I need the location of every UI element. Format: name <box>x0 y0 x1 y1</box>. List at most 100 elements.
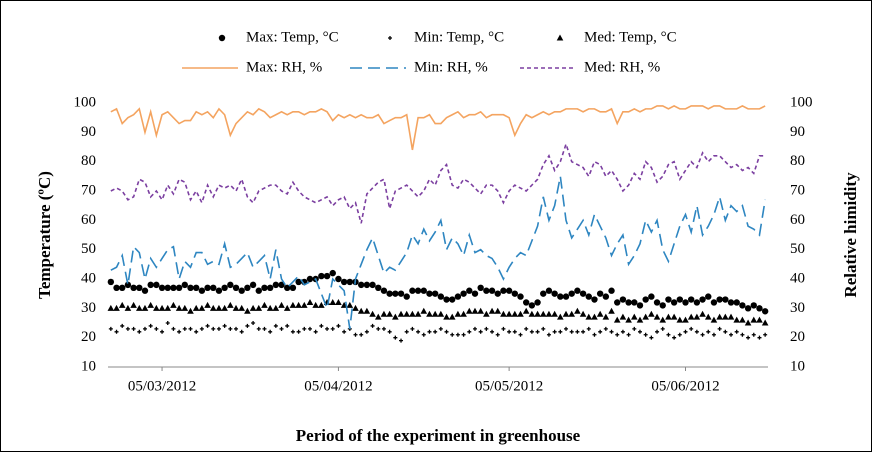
data-point <box>381 326 386 331</box>
data-point <box>540 290 547 297</box>
data-point <box>591 296 598 303</box>
data-point <box>609 329 614 334</box>
data-point <box>454 310 462 317</box>
data-point <box>209 304 217 311</box>
data-point <box>750 302 757 309</box>
data-point <box>205 323 210 328</box>
data-point <box>488 287 496 294</box>
y-tick-label: 20 <box>81 329 96 345</box>
data-point <box>450 332 455 337</box>
data-point <box>295 301 302 308</box>
data-point <box>484 326 489 331</box>
data-point <box>746 335 751 340</box>
data-point <box>374 313 382 320</box>
data-point <box>751 332 756 337</box>
data-point <box>302 326 307 331</box>
data-point <box>722 296 729 303</box>
data-point <box>249 304 257 311</box>
data-point <box>289 284 297 291</box>
data-point <box>551 290 558 297</box>
data-point <box>733 316 741 323</box>
data-point <box>471 307 479 314</box>
data-point <box>204 284 211 291</box>
data-point <box>522 307 530 314</box>
data-point <box>739 316 746 323</box>
data-point <box>592 332 597 337</box>
y-tick-label: 50 <box>81 241 96 257</box>
data-point <box>125 326 130 331</box>
data-point <box>364 329 369 334</box>
data-point <box>488 307 496 314</box>
data-point <box>386 310 393 317</box>
legend-label: Max: RH, % <box>246 59 322 75</box>
data-point <box>397 310 405 317</box>
data-point <box>443 313 450 320</box>
data-point <box>329 269 336 277</box>
data-point <box>761 308 769 315</box>
data-point <box>380 287 388 294</box>
data-point <box>602 293 610 300</box>
data-point <box>687 296 695 303</box>
data-point <box>211 326 216 331</box>
data-point <box>318 301 325 308</box>
x-tick-label: 05/05/2012 <box>475 378 543 394</box>
x-tick-label: 05/03/2012 <box>128 378 196 394</box>
y2-tick-label: 60 <box>790 212 805 228</box>
data-point <box>619 296 627 303</box>
data-point <box>420 287 427 294</box>
data-point <box>369 310 376 317</box>
data-point <box>495 332 500 337</box>
data-point <box>131 326 136 331</box>
data-point <box>330 326 335 331</box>
data-point <box>153 281 160 289</box>
legend-label: Min: RH, % <box>414 59 488 75</box>
data-point <box>107 304 115 311</box>
data-point <box>120 323 125 328</box>
data-line <box>110 105 766 151</box>
y-axis-title: Temperature (ºC) <box>35 171 54 299</box>
data-point <box>756 305 763 312</box>
data-point <box>239 329 244 334</box>
data-point <box>670 313 678 320</box>
data-point <box>744 305 752 312</box>
data-point <box>568 290 575 297</box>
data-point <box>187 284 194 291</box>
y2-tick-label: 10 <box>790 358 805 374</box>
data-point <box>591 313 598 320</box>
data-point <box>187 307 194 314</box>
data-point <box>171 326 176 331</box>
data-point <box>404 329 409 334</box>
data-point <box>181 304 189 311</box>
data-point <box>124 304 132 311</box>
data-point <box>272 281 280 289</box>
data-point <box>694 329 699 334</box>
data-point <box>528 302 536 309</box>
data-point <box>716 313 723 320</box>
data-point <box>727 299 735 306</box>
y2-tick-label: 100 <box>790 94 813 110</box>
data-point <box>165 321 170 325</box>
data-point <box>448 313 456 320</box>
data-point <box>483 287 490 294</box>
data-point <box>471 290 479 297</box>
data-point <box>261 301 268 308</box>
y2-tick-label: 40 <box>790 270 805 286</box>
data-point <box>682 316 689 323</box>
data-point <box>653 313 661 320</box>
data-point <box>306 298 314 305</box>
data-point <box>410 326 415 331</box>
data-point <box>227 281 234 289</box>
data-point <box>158 284 166 291</box>
data-line <box>110 141 766 224</box>
data-point <box>704 313 712 320</box>
data-point <box>433 329 438 334</box>
data-point <box>596 310 604 317</box>
data-point <box>188 326 193 331</box>
data-point <box>437 310 445 317</box>
data-point <box>346 278 354 286</box>
data-point <box>420 307 428 314</box>
data-point <box>467 329 472 334</box>
x-axis-title: Period of the experiment in greenhouse <box>296 426 581 445</box>
data-point <box>135 304 143 311</box>
data-point <box>614 299 621 306</box>
